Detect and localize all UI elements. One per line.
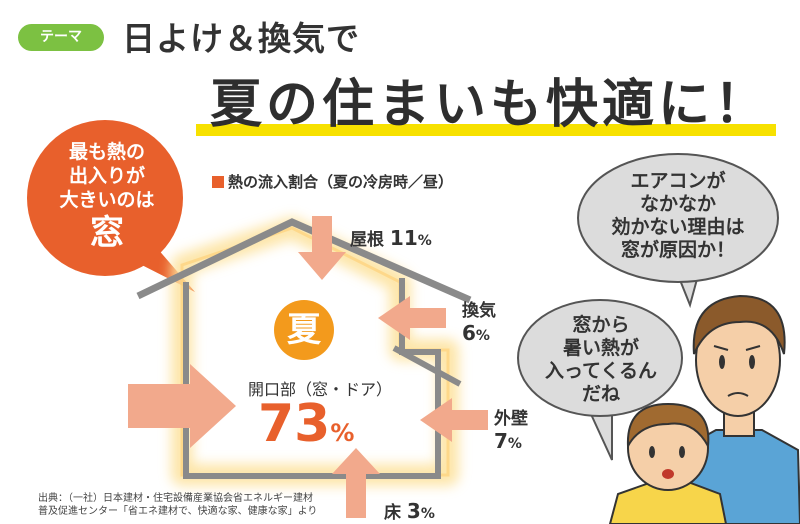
legend: 熱の流入割合（夏の冷房時／昼） xyxy=(212,171,453,192)
callout-text: 最も熱の 出入りが 大きいのは 窓 xyxy=(32,140,182,254)
callout-emphasis: 窓 xyxy=(90,213,124,253)
ventilation-arrow xyxy=(378,296,446,340)
house-roof xyxy=(136,218,472,304)
floor-label: 床 3% xyxy=(384,498,435,523)
roof-unit: % xyxy=(417,233,432,249)
speech-line: 入ってくるん xyxy=(544,360,658,382)
speech-line: だね xyxy=(581,383,620,405)
wall-label-text: 外壁 xyxy=(494,409,528,429)
speech-line: 暑い熱が xyxy=(562,337,639,359)
legend-label: 熱の流入割合（夏の冷房時／昼） xyxy=(228,173,454,191)
father-speech-text: エアコンが なかなか 効かない理由は 窓が原因か！ xyxy=(588,170,768,262)
ventilation-label-text: 換気 xyxy=(462,301,496,321)
page-title: 夏の住まいも快適に！ xyxy=(210,75,771,135)
source-line: 出典：（一社）日本建材・住宅設備産業協会省エネルギー建材 xyxy=(38,493,313,504)
legend-swatch xyxy=(212,176,224,188)
floor-unit: % xyxy=(420,506,435,522)
ventilation-value: 6 xyxy=(462,321,476,345)
theme-badge: テーマ xyxy=(18,24,104,51)
opening-label: 開口部（窓・ドア） xyxy=(248,380,393,399)
child-speech-bubble xyxy=(517,299,683,461)
callout-line: 出入りが xyxy=(68,165,145,187)
callout-line: 最も熱の xyxy=(68,141,145,163)
floor-label-text: 床 xyxy=(384,503,401,523)
wall-label: 外壁 7% xyxy=(494,404,528,453)
child-illustration xyxy=(608,402,728,524)
speech-line: 窓が原因か！ xyxy=(620,239,735,261)
opening-arrow xyxy=(128,364,236,448)
subtitle: 日よけ＆換気で xyxy=(122,19,360,58)
source-line: 普及促進センター「省エネ建材で、快適な家、健康な家」より xyxy=(38,506,318,517)
wall-arrow xyxy=(420,398,488,442)
speech-line: エアコンが xyxy=(630,170,726,192)
wall-unit: % xyxy=(507,436,522,452)
summer-circle xyxy=(274,300,334,360)
child-speech-text: 窓から 暑い熱が 入ってくるん だね xyxy=(528,314,674,406)
wall-value: 7 xyxy=(494,429,508,453)
roof-label-text: 屋根 xyxy=(350,230,384,250)
opening-unit: % xyxy=(330,419,355,447)
title-highlight xyxy=(196,124,776,136)
summer-label: 夏 xyxy=(287,310,321,350)
roof-value: 11 xyxy=(389,226,418,250)
floor-arrow xyxy=(332,448,380,518)
speech-line: 窓から xyxy=(572,314,630,336)
source-citation: 出典：（一社）日本建材・住宅設備産業協会省エネルギー建材 普及促進センター「省エ… xyxy=(38,492,317,518)
roof-label: 屋根 11% xyxy=(350,225,432,250)
ventilation-unit: % xyxy=(475,328,490,344)
callout-line: 大きいのは xyxy=(59,189,155,211)
opening-value: 73% xyxy=(258,394,354,454)
roof-arrow xyxy=(298,216,346,280)
speech-line: なかなか xyxy=(639,193,716,215)
floor-value: 3 xyxy=(406,499,421,523)
ventilation-label: 換気 6% xyxy=(462,296,496,345)
father-speech-bubble xyxy=(577,153,779,309)
heat-arrows xyxy=(128,216,488,518)
speech-line: 効かない理由は xyxy=(611,216,745,238)
opening-value-number: 73 xyxy=(258,394,331,454)
